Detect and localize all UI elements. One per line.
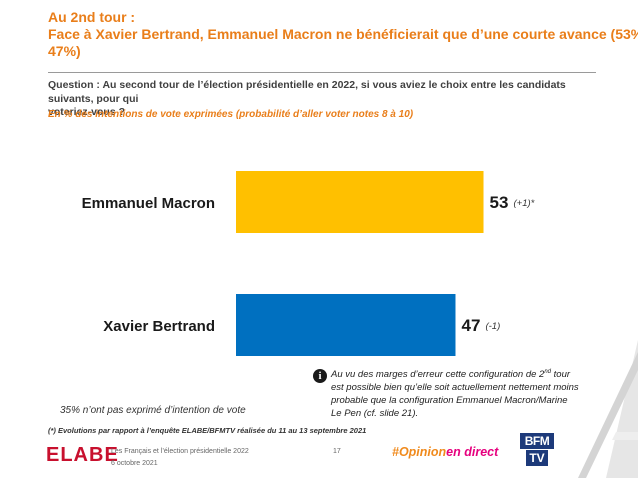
change-label: (+1)* [514,198,535,209]
bfm-logo-top: BFM [520,433,554,449]
hashtag-part-en-direct: en direct [446,445,499,459]
deco-a-crossbar [612,432,638,440]
deco-a-left-leg [578,352,638,478]
elabe-logo: ELABE [46,444,119,466]
info-icon: i [313,369,327,383]
title-divider [48,72,596,73]
chart-subtitle: En % des intentions de vote exprimées (p… [48,109,414,120]
category-label: Xavier Bertrand [103,318,215,335]
title-line-3: 47%) [48,43,81,59]
hashtag-part-opinion: #Opinion [392,445,447,459]
bar-xavier-bertrand [236,294,456,356]
info-line-1-superscript: nd [544,369,552,375]
slide-title: Au 2nd tour : Face à Xavier Bertrand, Em… [48,9,638,60]
change-label: (-1) [485,321,500,332]
value-label: 53 [490,193,509,212]
info-line-1-text: Au vu des marges d’erreur cette configur… [331,369,545,381]
question-line-2: voteriez-vous ? [48,106,126,118]
bfmtv-logo: BFM TV [520,433,554,467]
info-line-3: probable que la configuration Emmanuel M… [331,395,568,407]
decorative-a-shape [578,340,638,478]
question-line-1: Question : Au second tour de l’élection … [48,79,566,105]
category-label: Emmanuel Macron [82,195,215,212]
footer-study-name: Les Français et l’élection présidentiell… [111,448,249,455]
survey-question: Question : Au second tour de l’élection … [48,79,596,120]
info-line-1-end: tour [551,369,571,381]
footnote: (*) Evolutions par rapport à l’enquête E… [48,426,367,435]
info-line-1: Au vu des marges d’erreur cette configur… [331,366,587,381]
bfm-logo-bottom: TV [526,450,548,466]
info-line-4: Le Pen (cf. slide 21). [331,408,419,420]
title-line-2: Face à Xavier Bertrand, Emmanuel Macron … [48,26,638,42]
footer-date: 6 octobre 2021 [111,460,158,467]
page-number: 17 [333,448,341,455]
title-line-1: Au 2nd tour : [48,9,136,25]
info-note: Au vu des marges d’erreur cette configur… [331,366,587,420]
hashtag-opinion-en-direct: #Opinionen direct [392,445,498,459]
bar-chart: Emmanuel Macron 53 (+1)* Xavier Bertrand 47 (… [82,171,535,356]
info-line-2: est possible bien qu’elle soit actuellem… [331,382,579,394]
deco-a-outer [606,340,638,478]
abstention-note: 35% n’ont pas exprimé d’intention de vot… [60,405,246,416]
value-label: 47 [461,316,480,335]
bar-emmanuel-macron [236,171,484,233]
